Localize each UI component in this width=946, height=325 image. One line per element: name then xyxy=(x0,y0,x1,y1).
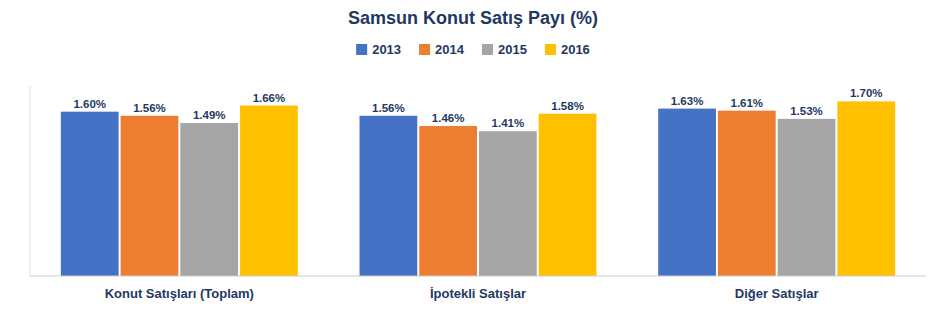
legend: 2013 2014 2015 2016 xyxy=(356,42,590,57)
bar xyxy=(419,126,477,276)
data-label: 1.46% xyxy=(432,112,465,124)
bar xyxy=(718,111,776,276)
bar xyxy=(360,116,418,276)
bar xyxy=(240,106,298,276)
x-axis-line xyxy=(30,276,926,277)
y-range-line xyxy=(30,86,31,276)
data-label: 1.70% xyxy=(850,87,883,99)
bar xyxy=(121,116,179,276)
x-tick-label: Diğer Satışlar xyxy=(735,286,819,301)
x-tick-label: İpotekli Satışlar xyxy=(430,286,526,301)
legend-swatch xyxy=(419,44,430,55)
legend-item: 2013 xyxy=(356,42,401,57)
data-label: 1.61% xyxy=(730,97,763,109)
bar xyxy=(778,119,836,276)
x-tick-label: Konut Satışları (Toplam) xyxy=(105,286,254,301)
legend-label: 2015 xyxy=(498,42,527,57)
data-label: 1.66% xyxy=(253,92,286,104)
legend-swatch xyxy=(356,44,367,55)
data-label: 1.60% xyxy=(73,98,106,110)
chart-container: Samsun Konut Satış Payı (%)2013201420152… xyxy=(0,0,946,325)
legend-swatch xyxy=(482,44,493,55)
legend-item: 2014 xyxy=(419,42,465,57)
legend-item: 2015 xyxy=(482,42,527,57)
bar xyxy=(180,123,238,276)
legend-label: 2014 xyxy=(435,42,465,57)
bar xyxy=(539,114,597,276)
legend-item: 2016 xyxy=(545,42,590,57)
legend-label: 2016 xyxy=(561,42,590,57)
legend-label: 2013 xyxy=(372,42,401,57)
bar xyxy=(837,101,895,276)
bars xyxy=(61,101,895,276)
data-labels: 1.60% 1.56% 1.63% 1.56% 1.46% 1.61% 1.49% 1.41%… xyxy=(73,87,882,129)
legend-swatch xyxy=(545,44,556,55)
data-label: 1.56% xyxy=(372,102,405,114)
data-label: 1.41% xyxy=(492,117,525,129)
data-label: 1.56% xyxy=(133,102,166,114)
bar xyxy=(658,109,716,276)
data-label: 1.53% xyxy=(790,105,823,117)
chart-svg: Samsun Konut Satış Payı (%)2013201420152… xyxy=(0,0,946,325)
chart-title: Samsun Konut Satış Payı (%) xyxy=(348,8,598,28)
data-label: 1.58% xyxy=(551,100,584,112)
data-label: 1.63% xyxy=(671,95,704,107)
bar xyxy=(61,112,119,276)
data-label: 1.49% xyxy=(193,109,226,121)
bar xyxy=(479,131,537,276)
